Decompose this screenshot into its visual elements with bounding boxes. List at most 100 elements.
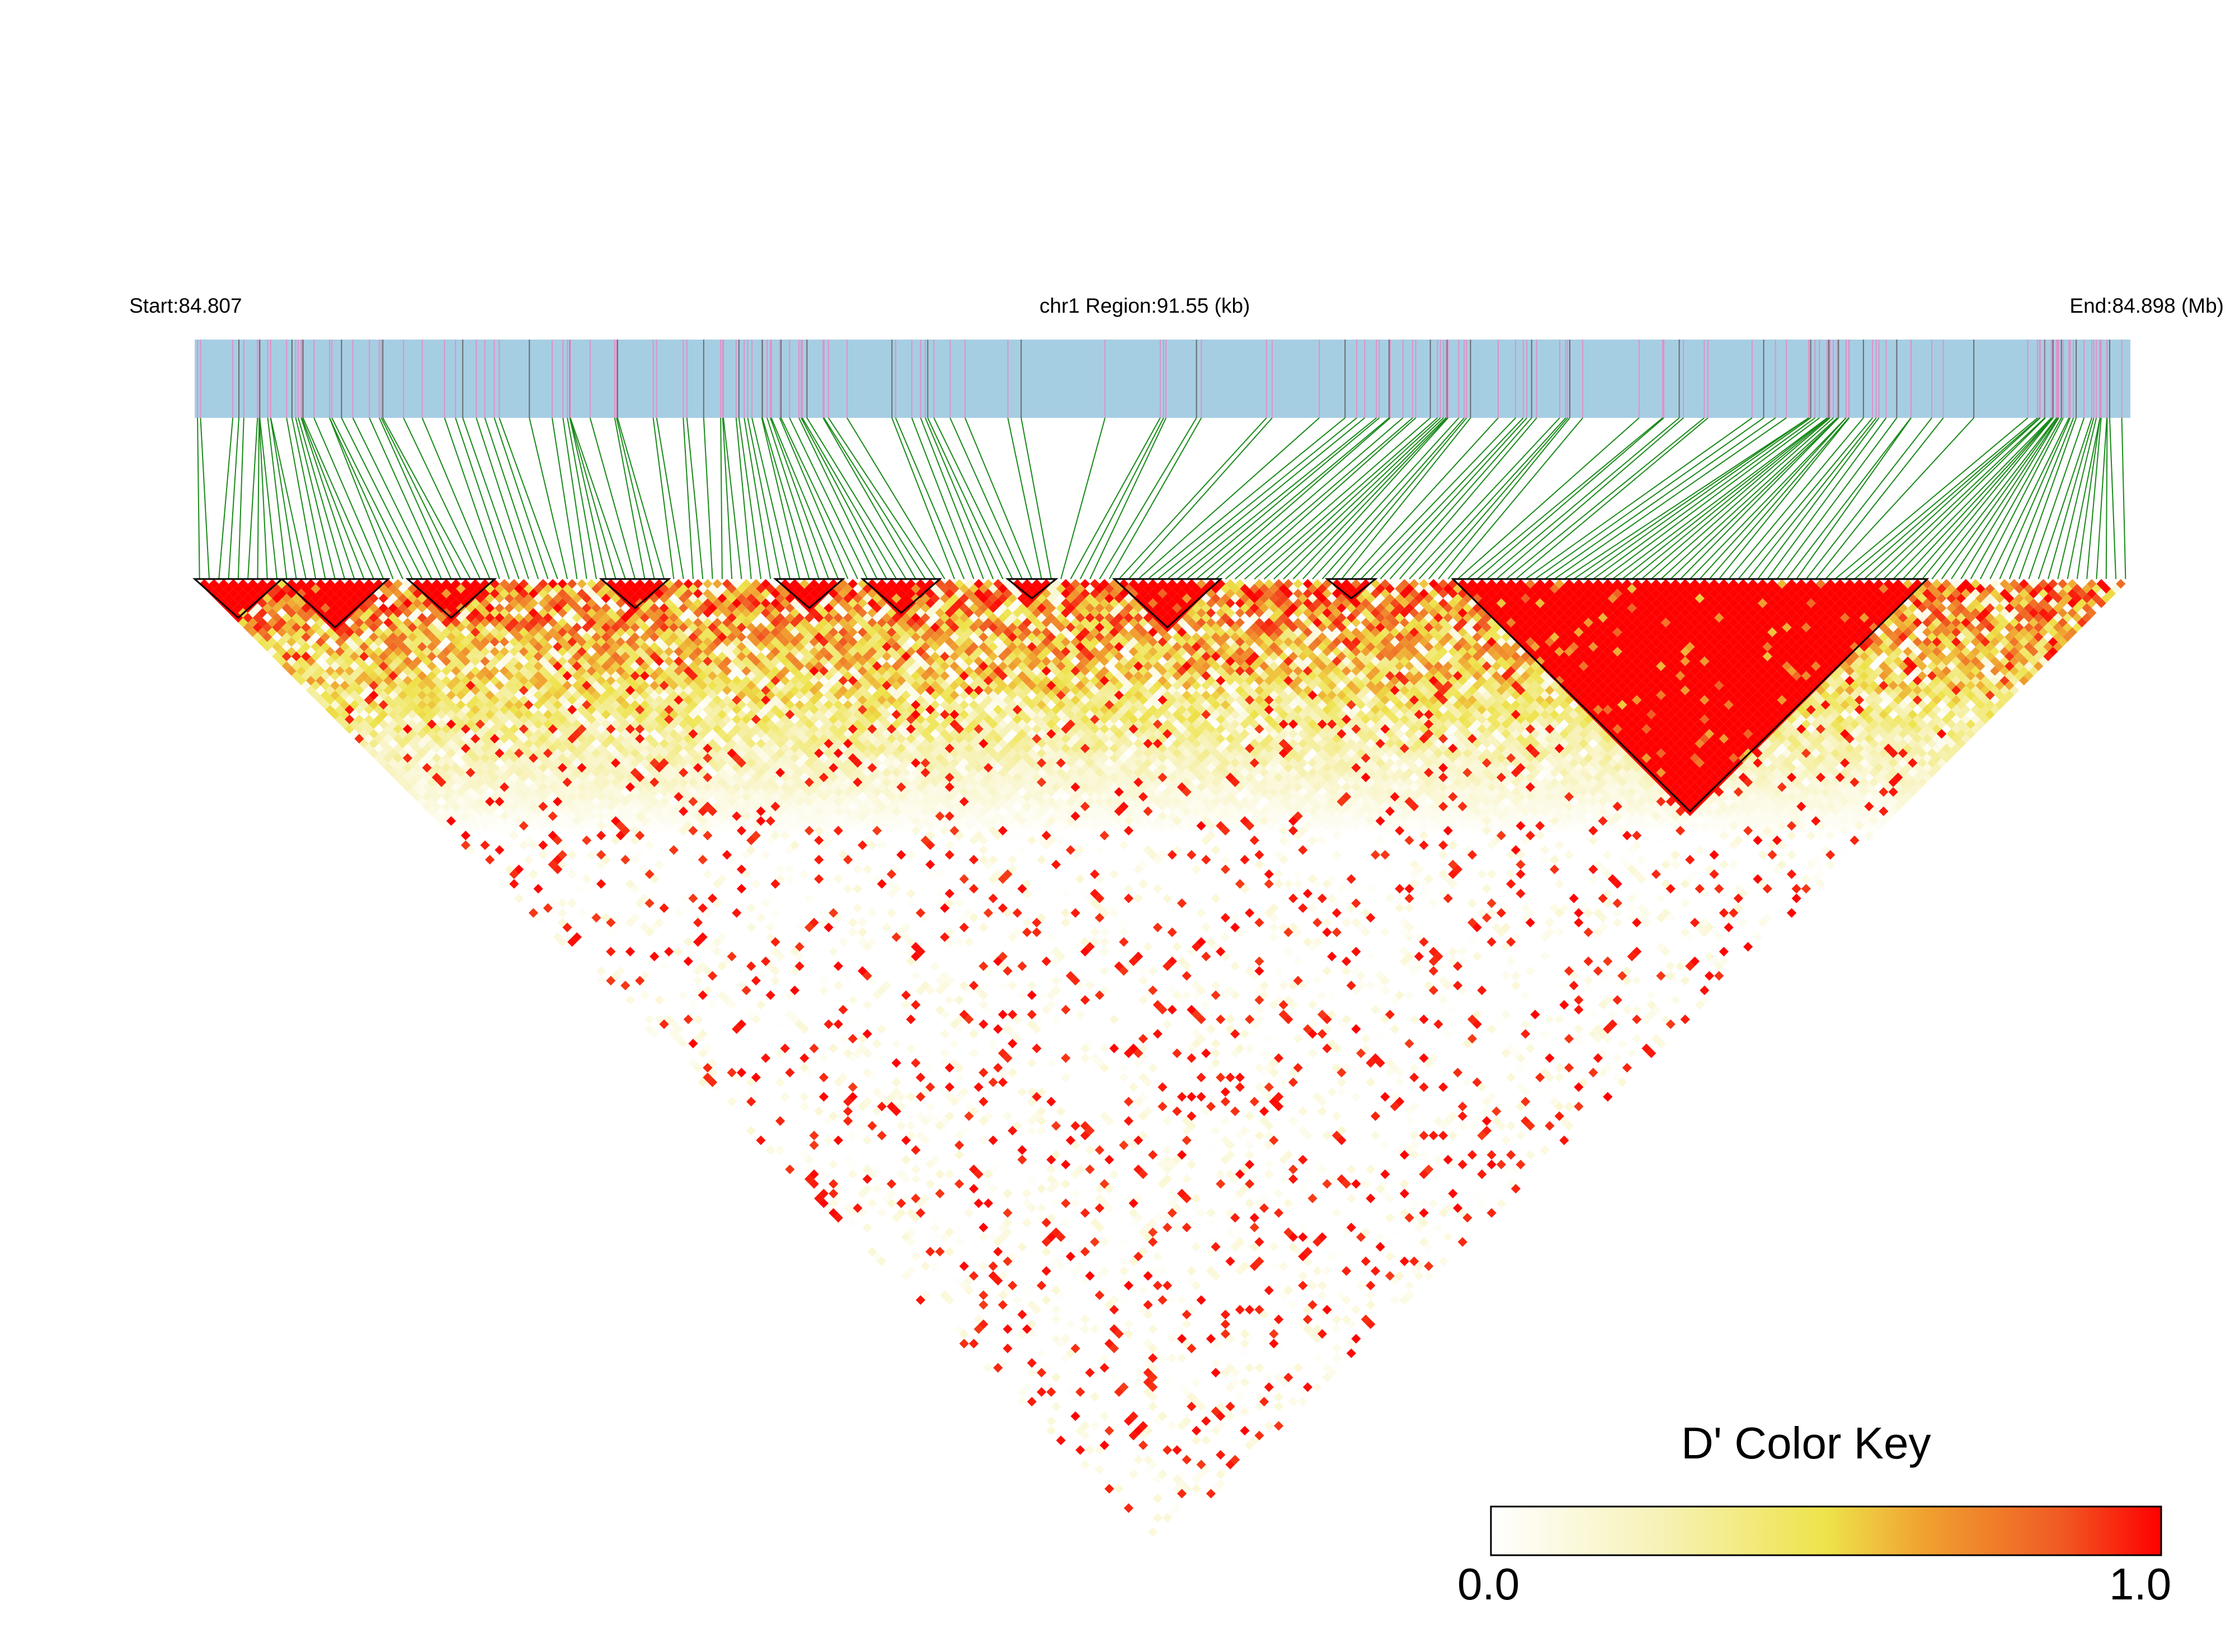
ld-cell: [833, 1164, 844, 1174]
ld-cell: [679, 1029, 689, 1039]
ld-cell: [591, 942, 601, 952]
ld-cell: [630, 980, 640, 991]
ld-cell: [388, 758, 398, 768]
ld-cell: [427, 797, 437, 807]
ld-cell: [490, 840, 500, 850]
ld-cell: [340, 700, 350, 710]
ld-cell: [872, 1232, 882, 1242]
ld-cell: [930, 1270, 940, 1281]
ld-cell: [1027, 1387, 1037, 1397]
ld-cell: [223, 593, 234, 604]
ld-cell: [1056, 1436, 1066, 1446]
ld-cell: [698, 1058, 708, 1068]
ld-cell: [1104, 1464, 1114, 1475]
ld-cell: [460, 840, 471, 850]
ld-cell: [906, 1256, 916, 1267]
ld-cell: [330, 700, 340, 710]
ld-cell: [959, 1290, 969, 1300]
ld-cell: [1061, 1392, 1071, 1402]
ld-cell: [886, 1246, 897, 1256]
ld-cell: [944, 1305, 955, 1315]
ld-cell: [882, 1232, 892, 1242]
snp-connector: [1922, 417, 2054, 580]
ld-cell: [911, 1290, 921, 1300]
ld-cell: [867, 1227, 877, 1237]
ld-cell: [610, 942, 621, 952]
ld-cell: [262, 642, 272, 652]
ld-cell: [262, 613, 272, 623]
ld-cell: [867, 1237, 877, 1247]
ld-cell: [305, 666, 316, 676]
ld-cell: [553, 912, 563, 923]
ld-cell: [688, 1067, 698, 1077]
ld-cell: [1003, 1353, 1013, 1363]
ld-cell: [582, 942, 592, 952]
ld-cell: [572, 932, 582, 942]
ld-cell: [1061, 1401, 1071, 1411]
ld-cell: [378, 738, 388, 749]
ld-cell: [301, 651, 311, 662]
ld-cell: [345, 714, 355, 724]
ld-cell: [325, 695, 335, 705]
snp-connector: [1564, 417, 1809, 580]
ld-cell: [248, 627, 258, 637]
ld-cell: [1056, 1416, 1066, 1426]
ld-cell: [780, 1111, 790, 1121]
ld-cell: [277, 627, 287, 637]
snp-connector: [927, 417, 1004, 580]
ld-cell: [935, 1314, 945, 1325]
ld-cell: [1003, 1334, 1013, 1344]
ld-cell: [606, 956, 616, 966]
ld-cell: [915, 1295, 926, 1305]
ld-cell: [789, 1169, 800, 1179]
ld-cell: [809, 1160, 819, 1170]
ld-cell: [1109, 1460, 1119, 1470]
ld-cell: [978, 1319, 989, 1329]
ld-cell: [325, 704, 335, 715]
snp-connector: [1360, 417, 1516, 580]
ld-cell: [596, 947, 606, 957]
ld-cell: [785, 1135, 795, 1146]
ld-cell: [906, 1266, 916, 1276]
ld-cell: [717, 1067, 727, 1077]
ld-cell: [862, 1203, 872, 1213]
ld-cell: [1109, 1440, 1119, 1450]
ld-cell: [1056, 1387, 1066, 1397]
ld-cell: [654, 995, 665, 1005]
snp-connector: [1196, 417, 1390, 580]
ld-cell: [751, 1111, 761, 1121]
ld-cell: [679, 1048, 689, 1058]
ld-cell: [930, 1281, 940, 1291]
ld-cell: [572, 903, 582, 913]
ld-cell: [504, 864, 514, 874]
snp-connector: [1486, 417, 1680, 580]
snp-connector: [2057, 417, 2097, 580]
snp-connector: [1225, 417, 1413, 580]
ld-cell: [674, 1034, 684, 1044]
ld-cell: [843, 1213, 853, 1223]
ld-cell: [233, 583, 243, 594]
ld-cell: [930, 1290, 940, 1300]
snp-connector: [1650, 417, 1834, 580]
ld-cell: [906, 1246, 916, 1256]
ld-cell: [639, 990, 650, 1000]
ld-cell: [625, 985, 636, 995]
ld-cell: [1114, 1455, 1124, 1465]
ld-cell: [349, 709, 360, 719]
ld-cell: [422, 792, 432, 802]
ld-cell: [582, 923, 592, 933]
ld-cell: [814, 1193, 824, 1203]
ld-cell: [896, 1227, 906, 1237]
ld-cell: [431, 773, 442, 783]
ld-cell: [983, 1343, 994, 1353]
ld-cell: [862, 1242, 872, 1252]
ld-cell: [267, 637, 277, 647]
snp-connector: [652, 417, 675, 580]
ld-cell: [639, 1000, 650, 1010]
ld-cell: [635, 966, 645, 976]
ld-cell: [814, 1184, 824, 1194]
ld-cell: [886, 1266, 897, 1276]
ld-cell: [1041, 1411, 1052, 1422]
ld-cell: [988, 1339, 998, 1349]
ld-cell: [1133, 1484, 1144, 1494]
